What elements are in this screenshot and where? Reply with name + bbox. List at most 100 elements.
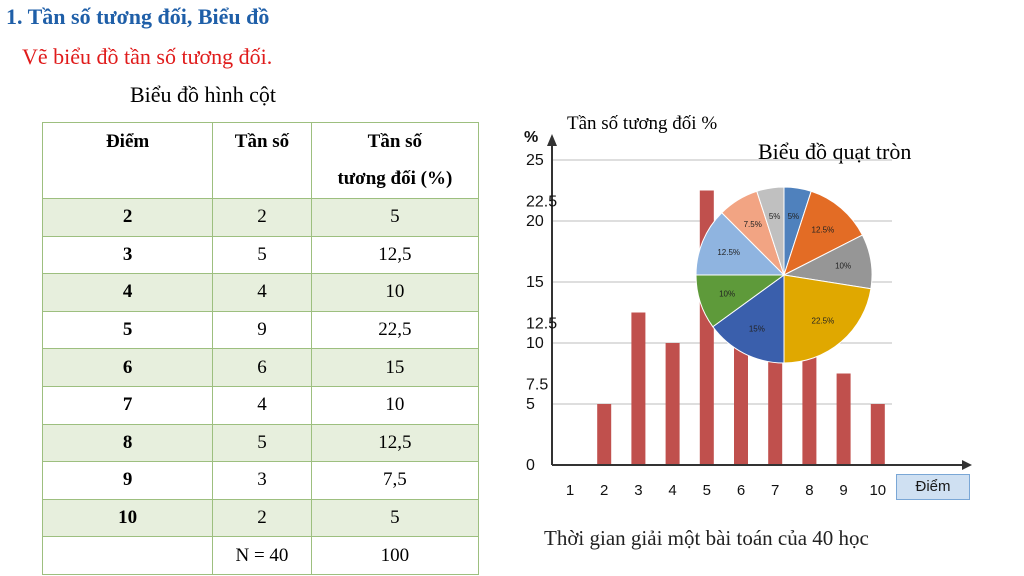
pie-slice-label: 12.5% [717,248,740,257]
cell-score: 3 [41,235,214,275]
cell-relative-frequency: 12,5 [310,235,480,275]
pie-slice [783,190,864,276]
bar [631,312,646,465]
cell-score: 5 [41,310,214,350]
cell-total-frequency: N = 40 [212,536,312,575]
header-frequency: Tần số [212,122,312,199]
header-score: Điểm [41,122,214,199]
pie-slice [783,274,872,364]
pie-slice-label: 5% [769,212,781,221]
pie-slice-label: 10% [719,289,735,298]
x-tick-label: 6 [737,482,745,499]
cell-relative-frequency: 22,5 [310,310,480,350]
x-tick-label: 10 [869,482,886,499]
x-tick-label: 5 [703,482,711,499]
y-tick-label: 20 [526,213,544,230]
x-tick-label: 1 [566,482,574,499]
bar [870,404,885,465]
cell-frequency: 4 [212,385,312,425]
header-relative-frequency: Tần số tương đối (%) [310,122,480,199]
y-tick-label-secondary: 7.5 [526,377,548,394]
cell-total-empty [41,536,214,575]
cell-frequency: 2 [212,198,312,237]
bar [836,373,851,465]
bar-series [597,190,885,465]
pie-slice-label: 5% [788,212,800,221]
x-axis-title: Điểm [896,474,970,500]
table-header-row: Điểm Tần số Tần số tương đối (%) [41,122,480,199]
pie-slice-label: 10% [835,262,851,271]
x-tick-label: 9 [839,482,847,499]
y-tick-label: 5 [526,396,535,413]
cell-total-relative: 100 [310,536,480,575]
y-tick-label: 15 [526,274,544,291]
pie-slice [695,212,786,276]
cell-score: 6 [41,348,214,387]
y-tick-label: 25 [526,152,544,169]
table-row: 3 5 12,5 [41,235,480,275]
y-tick-label: 10 [526,335,544,352]
chart-caption: Thời gian giải một bài toán của 40 học [544,526,869,550]
table-row: 4 4 10 [41,273,480,312]
cell-score: 10 [41,498,214,538]
y-tick-label-secondary: 22.5 [526,194,557,211]
cell-score: 7 [41,385,214,425]
x-axis-arrow [962,460,972,470]
x-tick-label: 3 [634,482,642,499]
x-tick-labels: 1 2 3 4 5 6 7 8 9 10 [566,482,886,499]
y-tick-label: 0 [526,457,535,474]
cell-relative-frequency: 7,5 [310,461,480,500]
table-row: 7 4 10 [41,385,480,425]
table-row: 5 9 22,5 [41,310,480,350]
bar-chart-heading: Biểu đồ hình cột [130,82,277,107]
table-total-row: N = 40 100 [41,536,480,575]
pie-slice-label: 7.5% [744,220,762,229]
y-axis-title: Tần số tương đối % [567,113,718,134]
bar [597,404,612,465]
y-tick-labels: 0 5 10 15 20 25 7.5 12.5 22.5 [526,152,557,474]
x-tick-label: 2 [600,482,608,499]
bar [665,343,680,465]
y-axis-arrow [547,134,557,146]
pie-slice-label: 22.5% [812,317,835,326]
cell-frequency: 3 [212,461,312,500]
page-subtitle: Vẽ biểu đồ tần số tương đối. [22,44,273,69]
x-tick-label: 7 [771,482,779,499]
table-row: 10 2 5 [41,498,480,538]
y-tick-label-secondary: 12.5 [526,316,557,333]
cell-frequency: 5 [212,423,312,463]
cell-frequency: 9 [212,310,312,350]
table-row: 9 3 7,5 [41,461,480,500]
table-row: 8 5 12,5 [41,423,480,463]
cell-relative-frequency: 10 [310,385,480,425]
cell-relative-frequency: 12,5 [310,423,480,463]
cell-score: 9 [41,461,214,500]
header-relative-line2: tương đối (%) [337,168,453,189]
x-tick-label: 4 [668,482,676,499]
pie-slice-label: 12.5% [812,225,835,234]
cell-relative-frequency: 5 [310,498,480,538]
cell-frequency: 5 [212,235,312,275]
y-axis-unit: % [524,129,538,146]
cell-frequency: 6 [212,348,312,387]
cell-frequency: 4 [212,273,312,312]
cell-relative-frequency: 15 [310,348,480,387]
x-tick-label: 8 [805,482,813,499]
pie-slice [712,274,785,364]
chart-axes: % [524,129,972,470]
cell-score: 8 [41,423,214,463]
bar [768,343,783,465]
cell-relative-frequency: 5 [310,198,480,237]
cell-frequency: 2 [212,498,312,538]
cell-score: 4 [41,273,214,312]
page-title: 1. Tần số tương đối, Biểu đồ [6,4,270,29]
cell-score: 2 [41,198,214,237]
bar-and-pie-chart: % 0 5 10 15 20 25 7.5 12.5 22.5 1 2 3 4 5 6 7 8 9 10 5% 12… [524,129,972,499]
pie-slice-label: 15% [749,324,765,333]
pie-slice [756,186,785,276]
table-row: 6 6 15 [41,348,480,387]
frequency-table: Điểm Tần số Tần số tương đối (%) 2 2 5 3 5 12… [41,122,480,575]
header-relative-line1: Tần số [367,131,423,152]
pie-chart: 5% 12.5% 10% 22.5% 15% 10% 12.5% 7.5% 5% [695,186,873,364]
